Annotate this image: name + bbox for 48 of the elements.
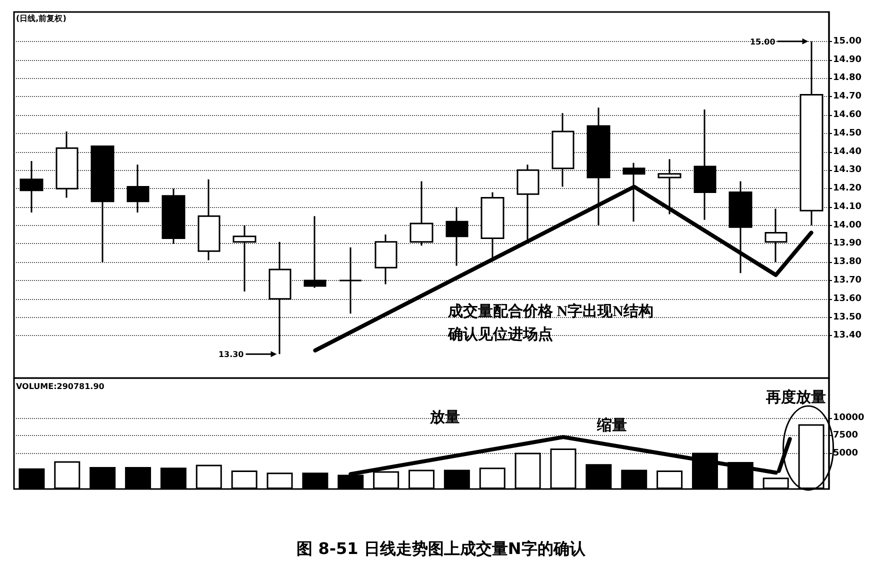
candlestick (126, 164, 150, 214)
candlestick (552, 112, 574, 188)
y-tick-label: 10000 (833, 412, 864, 423)
y-tick-label: 7500 (833, 430, 858, 441)
annotation: 缩量 (596, 417, 627, 434)
candlestick (304, 215, 326, 289)
y-tick-label: 13.60 (833, 294, 862, 304)
candlestick (90, 146, 114, 263)
candlestick (800, 40, 824, 226)
caption: 图 8-51 日线走势图上成交量N字的确认 (296, 539, 586, 558)
y-tick-label: 13.80 (833, 257, 862, 268)
y-tick-label: 14.20 (833, 184, 862, 194)
annotation: VOLUME:290781.90 (16, 382, 105, 391)
candlestick (764, 208, 788, 263)
candlestick (268, 241, 292, 355)
candlestick (338, 246, 362, 314)
chart-title: (日线,前复权) (16, 14, 66, 23)
annotation: 确认见位进场点 (447, 326, 553, 343)
candlestick (694, 108, 716, 221)
annotation: 再度放量 (765, 388, 826, 406)
candlestick (56, 130, 78, 199)
y-tick-label: 13.90 (833, 238, 862, 249)
candlestick (480, 191, 504, 260)
y-tick-label: 14.80 (833, 73, 862, 84)
y-tick-label: 14.70 (833, 92, 862, 102)
annotation: 15.00 (750, 37, 776, 46)
candlestick (162, 188, 186, 244)
y-tick-label: 14.60 (833, 110, 862, 120)
y-tick-label: 14.30 (833, 165, 862, 176)
candlestick (232, 224, 256, 292)
annotation: 成交量配合价格 N字出现N结构 (447, 302, 654, 320)
candlestick (446, 206, 468, 267)
annotation: 13.30 (218, 350, 244, 360)
y-tick-label: 15.00 (833, 36, 862, 46)
y-tick-label: 13.50 (833, 312, 862, 322)
candlestick (20, 160, 44, 214)
y-tick-label: 14.00 (833, 220, 862, 230)
y-tick-label: 14.90 (833, 54, 862, 65)
y-tick-label: 5000 (833, 448, 858, 458)
candlestick (198, 178, 220, 262)
y-tick-label: 14.50 (833, 128, 862, 138)
y-tick-label: 13.70 (833, 276, 862, 286)
candlestick (410, 180, 434, 246)
candlestick (374, 234, 398, 285)
y-tick-label: 14.10 (833, 202, 862, 212)
y-tick-label: 14.40 (833, 146, 862, 157)
y-tick-label: 13.40 (833, 330, 862, 341)
annotation: 放量 (429, 409, 460, 426)
